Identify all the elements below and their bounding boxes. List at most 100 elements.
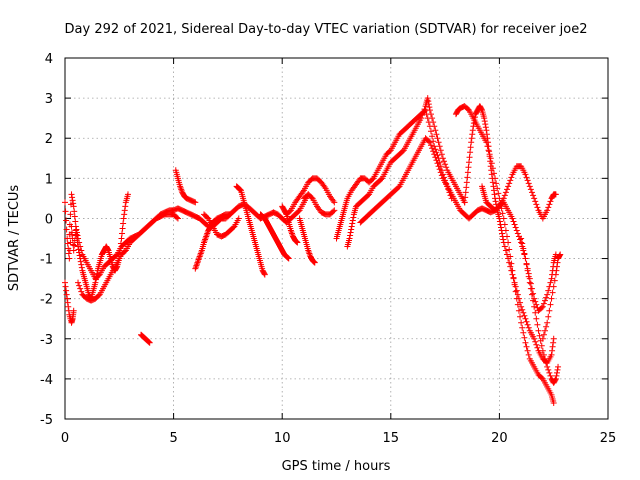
data-point-plus [496, 218, 503, 225]
data-point-plus [527, 285, 534, 292]
data-point-plus [431, 151, 438, 158]
data-point-plus [418, 115, 425, 122]
data-point-plus [310, 258, 317, 265]
data-point-plus [493, 180, 500, 187]
data-point-plus [519, 306, 526, 313]
data-point-plus [519, 324, 526, 331]
data-point-plus [506, 259, 513, 266]
data-point-plus [436, 166, 443, 173]
data-point-plus [465, 159, 472, 166]
data-point-plus [470, 123, 477, 130]
data-point-plus [515, 295, 522, 302]
data-point-plus [121, 248, 128, 255]
data-point-plus [482, 121, 489, 128]
chart-title: Day 292 of 2021, Sidereal Day-to-day VTE… [65, 22, 588, 37]
data-point-plus [294, 239, 301, 246]
x-tick-label: 15 [383, 431, 400, 446]
data-point-plus [293, 239, 300, 246]
y-tick-label: 2 [45, 132, 53, 147]
data-point-plus [237, 186, 244, 193]
data-point-plus [64, 299, 71, 306]
data-point-plus [437, 147, 444, 154]
series-track-6 [172, 167, 199, 206]
data-point-plus [426, 107, 433, 114]
data-point-plus [504, 186, 511, 193]
series-track-7 [192, 211, 234, 272]
data-point-plus [465, 164, 472, 171]
data-point-plus [62, 208, 69, 215]
data-point-plus [508, 174, 515, 181]
data-point-plus [427, 111, 434, 118]
data-point-plus [235, 215, 242, 222]
data-point-plus [553, 263, 560, 270]
data-point-plus [236, 186, 243, 193]
data-point-plus [514, 230, 521, 237]
data-point-plus [532, 338, 539, 345]
data-point-plus [539, 335, 546, 342]
data-point-plus [538, 374, 545, 381]
data-point-plus [478, 106, 485, 113]
data-point-plus [77, 258, 84, 265]
data-point-plus [204, 214, 211, 221]
data-point-plus [442, 161, 449, 168]
data-point-plus [490, 187, 497, 194]
data-point-plus [421, 106, 428, 113]
data-point-plus [330, 208, 337, 215]
data-point-plus [77, 243, 84, 250]
data-point-plus [113, 252, 120, 259]
data-point-plus [525, 273, 532, 280]
data-point-plus [543, 359, 550, 366]
data-point-plus [347, 232, 354, 239]
data-point-plus [488, 171, 495, 178]
data-point-plus [426, 104, 433, 111]
data-point-plus [518, 235, 525, 242]
data-point-plus [386, 148, 393, 155]
data-point-plus [542, 297, 549, 304]
data-point-plus [420, 109, 427, 116]
y-tick-label: -4 [40, 373, 53, 388]
data-point-plus [486, 148, 493, 155]
data-point-plus [546, 201, 553, 208]
data-point-plus [520, 245, 527, 252]
data-point-plus [556, 252, 563, 259]
data-point-plus [439, 155, 446, 162]
series-track-17 [357, 135, 559, 314]
series-track-5 [138, 331, 153, 346]
data-point-plus [553, 267, 560, 274]
data-point-plus [538, 304, 545, 311]
data-point-plus [531, 335, 538, 342]
data-point-plus [443, 164, 450, 171]
data-point-plus [544, 319, 551, 326]
data-point-plus [469, 127, 476, 134]
y-tick-label: 1 [45, 172, 53, 187]
data-point-plus [500, 239, 507, 246]
data-point-plus [70, 203, 77, 210]
data-point-plus [546, 369, 553, 376]
data-point-plus [462, 194, 469, 201]
data-point-plus [519, 240, 526, 247]
data-point-plus [545, 366, 552, 373]
y-tick-label: 3 [45, 92, 53, 107]
data-point-plus [520, 309, 527, 316]
data-point-plus [525, 180, 532, 187]
data-point-plus [349, 220, 356, 227]
data-point-plus [553, 369, 560, 376]
data-point-plus [430, 119, 437, 126]
data-point-plus [482, 124, 489, 131]
data-point-plus [548, 351, 555, 358]
data-point-plus [554, 366, 561, 373]
data-point-plus [78, 247, 85, 254]
series-track-19 [461, 103, 557, 366]
data-point-plus [544, 291, 551, 298]
data-point-plus [261, 270, 268, 277]
data-point-plus [311, 259, 318, 266]
series-track-20 [479, 163, 559, 222]
data-point-plus [528, 189, 535, 196]
data-point-plus [67, 211, 74, 218]
data-point-plus [548, 275, 555, 282]
data-point-plus [494, 185, 501, 192]
data-point-plus [545, 313, 552, 320]
data-point-plus [546, 307, 553, 314]
data-point-plus [331, 207, 338, 214]
data-point-plus [425, 98, 432, 105]
